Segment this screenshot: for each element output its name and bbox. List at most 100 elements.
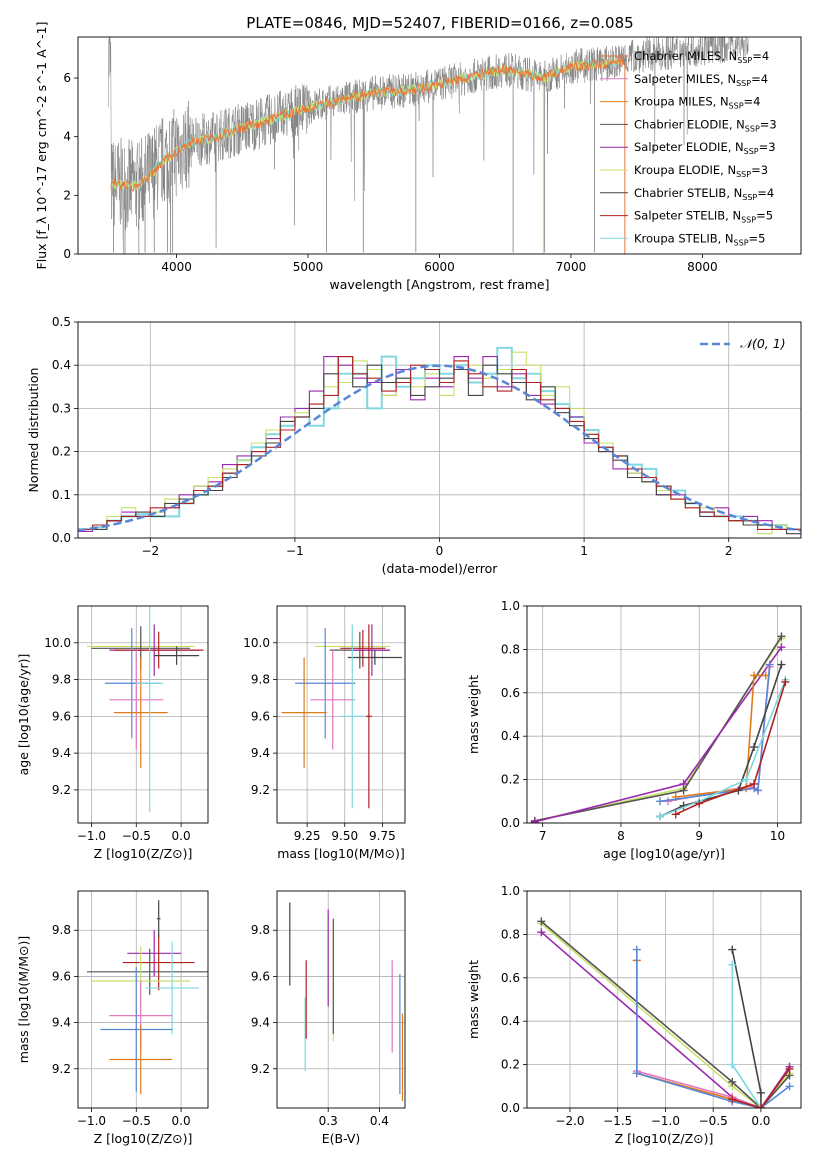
- x-tick-label: −2: [141, 544, 159, 558]
- y-axis-label: Normed distribution: [26, 368, 41, 493]
- data-marker: [750, 743, 759, 752]
- data-marker: [632, 945, 641, 954]
- data-marker: [756, 1104, 765, 1108]
- y-tick-label: 0.0: [501, 816, 520, 830]
- y-tick-label: 9.6: [251, 709, 270, 723]
- y-tick-label: 9.4: [251, 746, 270, 760]
- mass-weight-vs-metallicity-panel: −2.0 −1.5 −1.0 −0.5 0.0 0.0 0.2 0.4 0.6 0.8 1.0 Z […: [466, 884, 802, 1146]
- legend-label: Salpeter STELIB, NSSP=5: [634, 209, 773, 225]
- mass-weight-line: [732, 1068, 791, 1108]
- data-marker: [785, 1064, 794, 1073]
- spectrum-panel: 4000 5000 6000 7000 8000 0 2 4 6 wavelength [Angs…: [34, 22, 802, 292]
- x-tick-label: 9.75: [369, 829, 396, 843]
- data-marker: [750, 779, 759, 788]
- error-bar-area: [86, 606, 204, 812]
- y-tick-label: 9.6: [52, 969, 71, 983]
- data-marker: [728, 1077, 737, 1086]
- y-tick-label: 9.4: [52, 746, 71, 760]
- y-tick-label: 0.2: [52, 445, 71, 459]
- data-marker: [679, 779, 688, 788]
- y-tick-label: 10.0: [243, 636, 270, 650]
- x-tick-label: 7: [539, 829, 547, 843]
- y-tick-label: 9.2: [251, 1062, 270, 1076]
- data-marker: [656, 797, 665, 806]
- x-axis-label: wavelength [Angstrom, rest frame]: [329, 277, 549, 292]
- y-tick-label: 9.6: [251, 969, 270, 983]
- y-tick-label: 0.0: [52, 531, 71, 545]
- data-marker: [632, 1069, 641, 1078]
- age-vs-metallicity-panel: −1.0 −0.5 0.0 9.2 9.4 9.6 9.8 10.0 Z [log10(Z/Z⊙…: [16, 605, 209, 861]
- axes-frame: [77, 605, 209, 824]
- y-tick-label: 9.4: [52, 1016, 71, 1030]
- x-axis-label: (data-model)/error: [382, 561, 499, 576]
- x-tick-label: −0.5: [122, 1114, 151, 1128]
- x-tick-label: 0: [436, 544, 444, 558]
- axes-frame: [526, 605, 802, 824]
- x-tick-label: −1: [286, 544, 304, 558]
- y-tick-label: 0.3: [52, 401, 71, 415]
- legend-label: Salpeter ELODIE, NSSP=3: [634, 140, 776, 156]
- y-tick-label: 1.0: [501, 599, 520, 613]
- y-tick-label: 0: [63, 247, 71, 261]
- legend-label: Chabrier STELIB, NSSP=4: [634, 186, 774, 202]
- y-tick-label: 9.8: [52, 673, 71, 687]
- y-tick-label: 0.4: [501, 729, 520, 743]
- residuals-panel: −2 −1 0 1 2 0.0 0.1 0.2 0.3 0.4 0.5 (data-model)/er…: [26, 315, 802, 576]
- x-tick-label: −1.0: [77, 1114, 106, 1128]
- data-marker: [777, 643, 786, 652]
- x-tick-label: −0.5: [122, 829, 151, 843]
- y-tick-label: 0.2: [501, 1058, 520, 1072]
- data-marker: [530, 817, 539, 823]
- x-tick-label: −2.0: [555, 1114, 584, 1128]
- y-tick-label: 0.4: [501, 1014, 520, 1028]
- x-axis-label: Z [log10(Z/Z⊙)]: [615, 1131, 714, 1146]
- data-marker: [756, 1088, 765, 1097]
- age-vs-mass-panel: 9.25 9.50 9.75 9.2 9.4 9.6 9.8 10.0 mass [log10(…: [243, 605, 406, 861]
- mass-weight-vs-age-panel: 7 8 9 10 0.0 0.2 0.4 0.6 0.8 1.0 age [log10(age/yr…: [466, 599, 802, 861]
- axes-frame: [77, 321, 802, 539]
- mass-weight-line: [659, 679, 787, 818]
- axes-frame: [276, 890, 406, 1109]
- x-tick-label: −1.0: [77, 829, 106, 843]
- residual-histogram: [78, 356, 801, 530]
- y-axis-label: age [log10(age/yr)]: [16, 654, 31, 776]
- data-marker: [781, 677, 790, 686]
- data-marker: [671, 810, 680, 819]
- y-tick-label: 0.6: [501, 686, 520, 700]
- legend-label: Kroupa STELIB, NSSP=5: [634, 231, 765, 247]
- data-marker: [750, 671, 759, 680]
- legend-label: 𝒩(0, 1): [740, 336, 786, 351]
- y-tick-label: 10.0: [44, 636, 71, 650]
- x-axis-label: age [log10(age/yr)]: [603, 846, 725, 861]
- x-tick-label: −1.5: [603, 1114, 632, 1128]
- x-tick-label: 9.50: [331, 829, 358, 843]
- x-tick-label: 10: [770, 829, 785, 843]
- x-tick-label: 2: [725, 544, 733, 558]
- residuals-plot-area: [78, 346, 801, 535]
- y-tick-label: 0.8: [501, 927, 520, 941]
- data-marker: [728, 960, 737, 969]
- y-tick-label: 0.8: [501, 642, 520, 656]
- y-tick-label: 1.0: [501, 884, 520, 898]
- y-tick-label: 0.5: [52, 315, 71, 329]
- mass-weight-line: [659, 664, 771, 803]
- line-plot-area: [537, 917, 794, 1108]
- data-marker: [537, 917, 546, 926]
- data-marker: [777, 660, 786, 669]
- x-tick-label: 0.4: [370, 1114, 389, 1128]
- x-tick-label: 0.0: [751, 1114, 770, 1128]
- y-tick-label: 0.2: [501, 773, 520, 787]
- axes-frame: [276, 605, 406, 824]
- data-marker: [753, 786, 762, 795]
- x-tick-label: 9.25: [294, 829, 321, 843]
- legend-label: Chabrier ELODIE, NSSP=3: [634, 117, 777, 133]
- error-bar-area: [281, 624, 402, 809]
- mass-vs-ebv-panel: 0.3 0.4 9.2 9.4 9.6 9.8 E(B-V): [251, 890, 406, 1146]
- spectrum-plot-area: [107, 37, 749, 254]
- data-marker: [728, 945, 737, 954]
- x-tick-label: −1.0: [651, 1114, 680, 1128]
- y-tick-label: 0.6: [501, 971, 520, 985]
- x-tick-label: 5000: [293, 260, 324, 274]
- y-tick-label: 6: [63, 71, 71, 85]
- y-tick-label: 9.4: [251, 1016, 270, 1030]
